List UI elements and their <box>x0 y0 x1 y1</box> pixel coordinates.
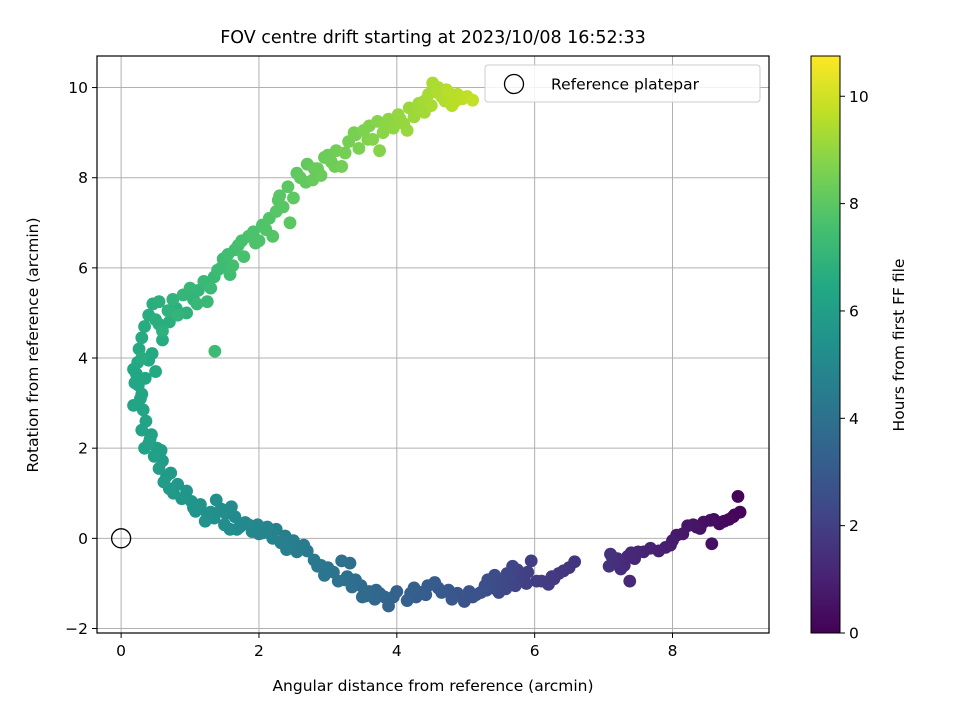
data-point <box>335 160 349 173</box>
data-point <box>287 191 300 205</box>
y-tick-label: 4 <box>78 350 88 368</box>
data-point <box>156 333 169 347</box>
x-axis-label: Angular distance from reference (arcmin) <box>272 677 593 695</box>
colorbar-gradient <box>810 55 841 634</box>
colorbar-tick-label: 4 <box>849 410 859 428</box>
colorbar-tick-label: 6 <box>849 302 859 320</box>
data-point <box>200 295 214 309</box>
x-tick-label: 6 <box>530 642 540 660</box>
data-point <box>266 229 280 243</box>
y-tick-label: 2 <box>78 440 88 458</box>
data-point <box>171 308 185 322</box>
data-point <box>147 449 161 463</box>
data-point <box>400 123 414 137</box>
data-point <box>386 121 400 135</box>
data-point <box>135 423 149 437</box>
data-point <box>462 585 476 598</box>
data-point <box>226 259 240 273</box>
data-point <box>281 180 295 194</box>
data-point <box>149 313 162 327</box>
data-point <box>145 347 159 360</box>
x-tick-label: 8 <box>668 642 678 660</box>
data-point <box>307 553 321 567</box>
data-point <box>366 132 380 146</box>
data-point <box>424 99 438 112</box>
data-point <box>138 441 151 455</box>
colorbar-tick-label: 8 <box>849 195 859 213</box>
data-point <box>138 320 151 333</box>
data-point <box>524 554 538 568</box>
data-point <box>211 263 225 277</box>
data-point <box>209 493 223 507</box>
data-point <box>623 574 637 588</box>
x-tick-label: 0 <box>116 642 126 660</box>
axis-ticks: 0 2 4 6 8 −2 0 2 4 6 8 10 <box>65 79 677 660</box>
data-point <box>161 304 175 318</box>
x-tick-label: 2 <box>254 642 264 660</box>
y-tick-label: −2 <box>65 620 88 638</box>
data-point <box>276 200 290 214</box>
data-point <box>190 297 204 311</box>
data-point <box>252 234 266 248</box>
colorbar: 0 2 4 6 8 10 Hours from first FF file <box>810 55 908 643</box>
chart-title: FOV centre drift starting at 2023/10/08 … <box>220 28 646 48</box>
y-tick-label: 8 <box>78 169 88 187</box>
data-point <box>152 295 166 309</box>
colorbar-tick-label: 0 <box>849 625 859 643</box>
data-point <box>530 574 544 588</box>
legend-box <box>484 64 761 103</box>
legend-marker-icon <box>503 73 525 95</box>
data-point <box>318 568 331 582</box>
data-point <box>347 126 361 140</box>
reference-platepar-marker <box>110 528 132 549</box>
data-point <box>156 324 169 338</box>
data-point <box>314 169 328 182</box>
data-point <box>338 146 352 160</box>
data-point <box>273 189 287 203</box>
data-point <box>157 475 171 489</box>
y-axis-label: Rotation from reference (arcmin) <box>24 217 42 472</box>
data-point <box>373 144 386 158</box>
data-point <box>218 518 231 532</box>
data-point <box>283 216 297 230</box>
y-tick-label: 6 <box>78 259 88 277</box>
data-point <box>204 281 218 295</box>
data-point <box>705 537 719 551</box>
plot-frame <box>96 55 770 634</box>
y-tick-label: 0 <box>78 530 88 548</box>
data-point <box>335 554 349 568</box>
legend: Reference platepar <box>484 64 761 103</box>
data-point <box>136 403 150 417</box>
data-point <box>135 351 149 365</box>
data-point <box>208 344 222 358</box>
data-point <box>355 590 369 604</box>
colorbar-label: Hours from first FF file <box>890 259 908 432</box>
colorbar-ticks: 0 2 4 6 8 10 <box>840 88 869 643</box>
data-point <box>352 142 366 155</box>
data-point <box>400 594 414 607</box>
data-point <box>605 549 619 563</box>
data-point <box>237 250 251 263</box>
scatter-points <box>110 76 747 613</box>
data-point <box>135 331 149 345</box>
data-point <box>466 93 480 107</box>
data-point <box>731 490 745 503</box>
data-point <box>602 559 616 573</box>
data-point <box>166 293 180 306</box>
data-point <box>152 462 166 475</box>
data-point <box>183 281 197 295</box>
data-point <box>149 365 162 378</box>
x-tick-label: 4 <box>392 642 402 660</box>
data-point <box>198 514 212 528</box>
legend-label: Reference platepar <box>551 76 700 94</box>
colorbar-tick-label: 2 <box>849 517 859 535</box>
y-tick-label: 10 <box>68 79 88 97</box>
grid <box>97 56 769 633</box>
colorbar-tick-label: 10 <box>849 88 869 106</box>
